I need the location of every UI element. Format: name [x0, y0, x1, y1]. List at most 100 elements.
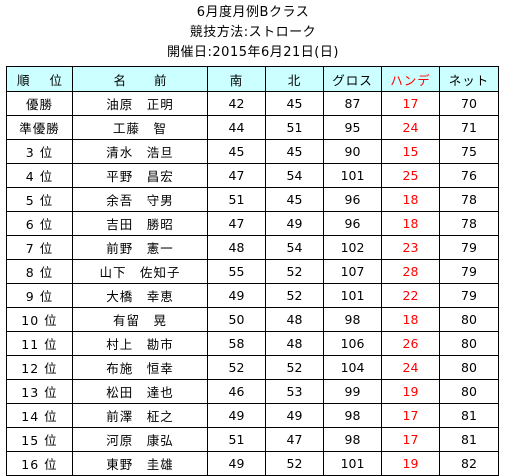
south-score-cell: 45	[207, 139, 266, 164]
north-score-cell: 45	[265, 139, 324, 164]
net-score-cell: 71	[439, 115, 499, 140]
column-header-handicap: ハンデ	[381, 66, 440, 92]
gross-score-cell: 90	[323, 139, 382, 164]
handicap-cell: 23	[381, 235, 440, 260]
handicap-cell: 24	[381, 115, 440, 140]
title-block: 6月度月例Bクラス 競技方法:ストローク 開催日:2015年6月21日(日)	[0, 0, 506, 63]
table-row: 14 位前澤 柾之 49 49 98 17 81	[6, 403, 499, 428]
net-score-cell: 81	[439, 427, 499, 452]
north-score-cell: 52	[265, 259, 324, 284]
column-header-gross: グロス	[323, 66, 382, 92]
player-name-cell: 前野 憲一	[72, 235, 208, 260]
north-score-cell: 51	[265, 115, 324, 140]
column-header-name: 名 前	[72, 66, 208, 92]
table-row: 4 位平野 昌宏 47 54 101 25 76	[6, 163, 499, 188]
rank-cell: 7 位	[6, 235, 73, 260]
column-header-north: 北	[265, 66, 324, 92]
player-name-cell: 工藤 智	[72, 115, 208, 140]
page-title: 6月度月例Bクラス	[196, 5, 310, 20]
south-score-cell: 51	[207, 427, 266, 452]
south-score-cell: 42	[207, 91, 266, 116]
rank-cell: 4 位	[6, 163, 73, 188]
handicap-cell: 18	[381, 187, 440, 212]
net-score-cell: 78	[439, 187, 499, 212]
north-score-cell: 45	[265, 91, 324, 116]
column-header-rank: 順 位	[6, 66, 73, 92]
player-name-cell: 油原 正明	[72, 91, 208, 116]
rank-cell: 3 位	[6, 139, 73, 164]
table-row: 12 位布施 恒幸 52 52 104 24 80	[6, 355, 499, 380]
north-score-cell: 52	[265, 355, 324, 380]
south-score-cell: 49	[207, 451, 266, 476]
net-score-cell: 80	[439, 355, 499, 380]
gross-score-cell: 98	[323, 307, 382, 332]
player-name-cell: 河原 康弘	[72, 427, 208, 452]
player-name-cell: 布施 恒幸	[72, 355, 208, 380]
table-row: 16 位東野 圭雄 49 52 101 19 82	[6, 451, 499, 476]
net-score-cell: 80	[439, 331, 499, 356]
south-score-cell: 58	[207, 331, 266, 356]
north-score-cell: 54	[265, 235, 324, 260]
north-score-cell: 49	[265, 211, 324, 236]
table-row: 準優勝 工藤 智 44 51 95 24 71	[6, 115, 499, 140]
north-score-cell: 52	[265, 283, 324, 308]
table-row: 7 位前野 憲一 48 54 102 23 79	[6, 235, 499, 260]
table-row: 5 位余吾 守男 51 45 96 18 78	[6, 187, 499, 212]
gross-score-cell: 101	[323, 283, 382, 308]
player-name-cell: 村上 勘市	[72, 331, 208, 356]
south-score-cell: 47	[207, 163, 266, 188]
table-row: 8 位山下 佐知子 55 52 107 28 79	[6, 259, 499, 284]
table-row: 10 位有留 晃 50 48 98 18 80	[6, 307, 499, 332]
handicap-cell: 17	[381, 427, 440, 452]
gross-score-cell: 96	[323, 187, 382, 212]
rank-cell: 13 位	[6, 379, 73, 404]
table-row: 優勝 油原 正明 42 45 87 17 70	[6, 91, 499, 116]
player-name-cell: 平野 昌宏	[72, 163, 208, 188]
handicap-cell: 18	[381, 307, 440, 332]
rank-cell: 15 位	[6, 427, 73, 452]
results-table: 順 位 名 前 南 北 グロス ハンデ ネット 優勝 油原 正明 42 45 87 17 7…	[6, 66, 499, 476]
north-score-cell: 49	[265, 403, 324, 428]
event-date: 開催日:2015年6月21日(日)	[167, 45, 339, 60]
gross-score-cell: 87	[323, 91, 382, 116]
rank-cell: 5 位	[6, 187, 73, 212]
rank-cell: 12 位	[6, 355, 73, 380]
net-score-cell: 79	[439, 259, 499, 284]
player-name-cell: 有留 晃	[72, 307, 208, 332]
north-score-cell: 45	[265, 187, 324, 212]
handicap-cell: 17	[381, 403, 440, 428]
gross-score-cell: 98	[323, 403, 382, 428]
net-score-cell: 76	[439, 163, 499, 188]
table-header-row: 順 位 名 前 南 北 グロス ハンデ ネット	[6, 66, 499, 92]
gross-score-cell: 98	[323, 427, 382, 452]
player-name-cell: 清水 浩旦	[72, 139, 208, 164]
south-score-cell: 46	[207, 379, 266, 404]
net-score-cell: 80	[439, 307, 499, 332]
player-name-cell: 余吾 守男	[72, 187, 208, 212]
gross-score-cell: 101	[323, 163, 382, 188]
north-score-cell: 54	[265, 163, 324, 188]
rank-cell: 6 位	[6, 211, 73, 236]
gross-score-cell: 104	[323, 355, 382, 380]
player-name-cell: 前澤 柾之	[72, 403, 208, 428]
net-score-cell: 79	[439, 235, 499, 260]
player-name-cell: 松田 達也	[72, 379, 208, 404]
table-row: 9 位大橋 幸恵 49 52 101 22 79	[6, 283, 499, 308]
net-score-cell: 78	[439, 211, 499, 236]
north-score-cell: 52	[265, 451, 324, 476]
net-score-cell: 81	[439, 403, 499, 428]
handicap-cell: 18	[381, 211, 440, 236]
player-name-cell: 東野 圭雄	[72, 451, 208, 476]
south-score-cell: 48	[207, 235, 266, 260]
handicap-cell: 19	[381, 379, 440, 404]
south-score-cell: 47	[207, 211, 266, 236]
column-header-south: 南	[207, 66, 266, 92]
table-row: 3 位清水 浩旦 45 45 90 15 75	[6, 139, 499, 164]
south-score-cell: 51	[207, 187, 266, 212]
net-score-cell: 75	[439, 139, 499, 164]
table-row: 11 位村上 勘市 58 48 106 26 80	[6, 331, 499, 356]
south-score-cell: 49	[207, 283, 266, 308]
handicap-cell: 22	[381, 283, 440, 308]
south-score-cell: 50	[207, 307, 266, 332]
handicap-cell: 25	[381, 163, 440, 188]
